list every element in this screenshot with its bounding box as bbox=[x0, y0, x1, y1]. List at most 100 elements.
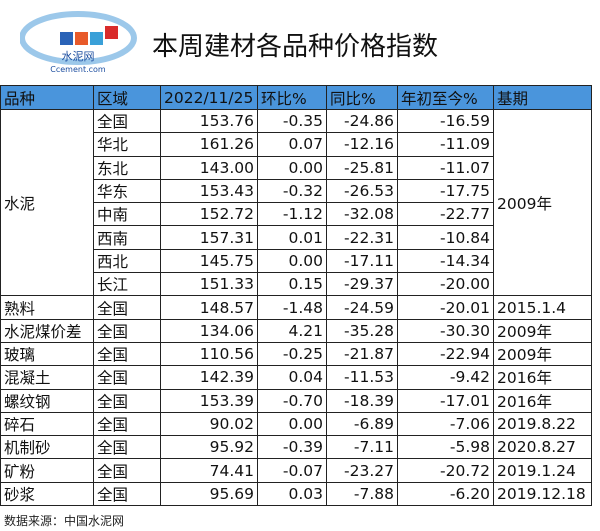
value-cell: -32.08 bbox=[326, 202, 398, 227]
value-cell: -23.27 bbox=[326, 458, 398, 483]
region-cell: 全国 bbox=[93, 411, 161, 437]
logo-swoosh bbox=[20, 11, 137, 65]
table-row: 中南 152.72 -1.12 -32.08 -22.77 bbox=[1, 202, 592, 227]
base-cell: 2015.1.4 bbox=[493, 295, 592, 320]
value-cell: -24.59 bbox=[326, 295, 398, 320]
table-row: 熟料 全国 148.57 -1.48 -24.59 -20.01 2015.1.4 bbox=[0, 295, 592, 320]
value-cell: 90.02 bbox=[160, 411, 258, 437]
region-cell: 长江 bbox=[93, 272, 161, 297]
logo-block bbox=[105, 26, 118, 39]
region-cell: 西南 bbox=[93, 225, 161, 250]
value-cell: -11.53 bbox=[326, 365, 398, 390]
value-cell: -22.77 bbox=[397, 202, 494, 227]
value-cell: -9.42 bbox=[397, 365, 494, 390]
value-cell: -6.89 bbox=[326, 411, 398, 437]
table-row: 玻璃 全国 110.56 -0.25 -21.87 -22.94 2009年 bbox=[0, 341, 592, 367]
product-cell: 水泥煤价差 bbox=[0, 318, 94, 343]
value-cell: -25.81 bbox=[326, 155, 398, 180]
base-cell: 2020.8.27 bbox=[493, 435, 592, 460]
region-cell: 全国 bbox=[93, 318, 161, 343]
value-cell: -0.35 bbox=[257, 108, 327, 134]
value-cell: -21.87 bbox=[326, 341, 398, 367]
value-cell: -20.01 bbox=[397, 295, 494, 320]
value-cell: -17.01 bbox=[397, 388, 494, 413]
table-row: 机制砂 全国 95.92 -0.39 -7.11 -5.98 2020.8.27 bbox=[0, 435, 592, 460]
value-cell: -6.20 bbox=[397, 481, 494, 507]
column-header: 基期 bbox=[493, 85, 592, 110]
value-cell: -11.07 bbox=[397, 155, 494, 180]
column-header: 同比% bbox=[326, 85, 398, 110]
region-cell: 全国 bbox=[93, 388, 161, 413]
value-cell: 4.21 bbox=[257, 318, 327, 343]
value-cell: 95.69 bbox=[160, 481, 258, 507]
value-cell: -0.39 bbox=[257, 435, 327, 460]
value-cell: -24.86 bbox=[326, 108, 398, 134]
value-cell: 151.33 bbox=[160, 272, 258, 297]
value-cell: -0.70 bbox=[257, 388, 327, 413]
product-cell: 碎石 bbox=[0, 411, 94, 437]
value-cell: 0.04 bbox=[257, 365, 327, 390]
value-cell: -10.84 bbox=[397, 225, 494, 250]
region-cell: 中南 bbox=[93, 202, 161, 227]
value-cell: -7.88 bbox=[326, 481, 398, 507]
value-cell: 0.01 bbox=[257, 225, 327, 250]
table-row: 混凝土 全国 142.39 0.04 -11.53 -9.42 2016年 bbox=[0, 365, 592, 390]
value-cell: -16.59 bbox=[397, 108, 494, 134]
value-cell: -18.39 bbox=[326, 388, 398, 413]
value-cell: -12.16 bbox=[326, 132, 398, 157]
table-row: 矿粉 全国 74.41 -0.07 -23.27 -20.72 2019.1.24 bbox=[0, 458, 592, 483]
table-row: 水泥煤价差 全国 134.06 4.21 -35.28 -30.30 2009年 bbox=[0, 318, 592, 343]
value-cell: 161.26 bbox=[160, 132, 258, 157]
column-header: 2022/11/25 bbox=[160, 85, 258, 110]
value-cell: -11.09 bbox=[397, 132, 494, 157]
base-cell: 2016年 bbox=[493, 388, 592, 413]
title: 本周建材各品种价格指数 bbox=[152, 32, 439, 62]
base-cell: 2009年 bbox=[493, 108, 592, 297]
value-cell: -22.31 bbox=[326, 225, 398, 250]
table-row: 螺纹钢 全国 153.39 -0.70 -18.39 -17.01 2016年 bbox=[0, 388, 592, 413]
base-cell: 2019.12.18 bbox=[493, 481, 592, 507]
value-cell: -0.07 bbox=[257, 458, 327, 483]
column-header: 区域 bbox=[93, 85, 161, 110]
value-cell: -26.53 bbox=[326, 178, 398, 204]
product-cell: 熟料 bbox=[0, 295, 94, 320]
column-header: 环比% bbox=[257, 85, 327, 110]
value-cell: -7.11 bbox=[326, 435, 398, 460]
table-row: 水泥 全国 153.76 -0.35 -24.86 -16.59 2009年 bbox=[0, 108, 592, 297]
value-cell: -20.72 bbox=[397, 458, 494, 483]
table-row: 华东 153.43 -0.32 -26.53 -17.75 bbox=[1, 178, 592, 204]
region-cell: 全国 bbox=[93, 435, 161, 460]
value-cell: -14.34 bbox=[397, 248, 494, 274]
value-cell: 95.92 bbox=[160, 435, 258, 460]
table-row: 东北 143.00 0.00 -25.81 -11.07 bbox=[1, 155, 592, 180]
value-cell: 0.00 bbox=[257, 248, 327, 274]
product-cell: 螺纹钢 bbox=[0, 388, 94, 413]
value-cell: -30.30 bbox=[397, 318, 494, 343]
column-header: 年初至今% bbox=[397, 85, 494, 110]
region-cell: 西北 bbox=[93, 248, 161, 274]
base-cell: 2016年 bbox=[493, 365, 592, 390]
source-note: 数据来源：中国水泥网 bbox=[4, 514, 125, 528]
region-cell: 全国 bbox=[93, 481, 161, 507]
value-cell: -22.94 bbox=[397, 341, 494, 367]
value-cell: 0.00 bbox=[257, 155, 327, 180]
value-cell: 134.06 bbox=[160, 318, 258, 343]
header-row: 品种 区域 2022/11/25 环比% 同比% 年初至今% 基期 bbox=[0, 85, 592, 110]
value-cell: 0.00 bbox=[257, 411, 327, 437]
base-cell: 2009年 bbox=[493, 318, 592, 343]
value-cell: 74.41 bbox=[160, 458, 258, 483]
value-cell: -0.32 bbox=[257, 178, 327, 204]
product-cell: 矿粉 bbox=[0, 458, 94, 483]
region-cell: 全国 bbox=[93, 341, 161, 367]
value-cell: 157.31 bbox=[160, 225, 258, 250]
base-cell: 2019.8.22 bbox=[493, 411, 592, 437]
value-cell: 152.72 bbox=[160, 202, 258, 227]
region-cell: 华东 bbox=[93, 178, 161, 204]
logo-name: 水泥网 bbox=[62, 50, 95, 63]
value-cell: -5.98 bbox=[397, 435, 494, 460]
value-cell: 110.56 bbox=[160, 341, 258, 367]
value-cell: -1.12 bbox=[257, 202, 327, 227]
value-cell: -29.37 bbox=[326, 272, 398, 297]
value-cell: -35.28 bbox=[326, 318, 398, 343]
